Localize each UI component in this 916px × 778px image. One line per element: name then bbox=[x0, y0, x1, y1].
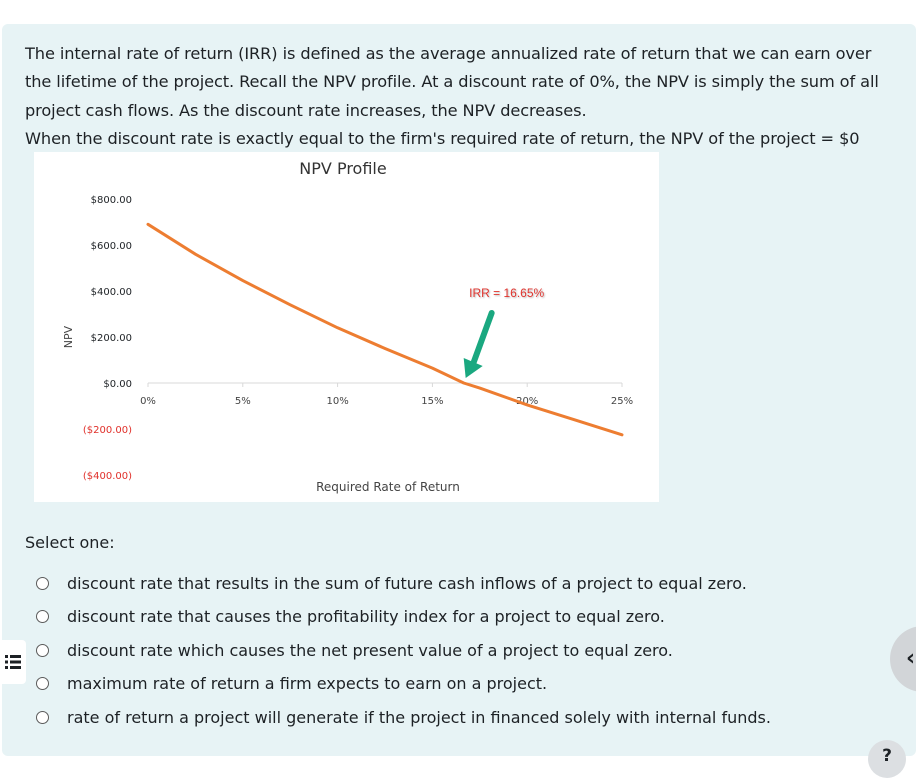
answer-option[interactable]: discount rate that results in the sum of… bbox=[36, 568, 856, 598]
npv-profile-chart: NPV Profile 0% 5% 10% 15% 20% 25% $800.00 $600.0… bbox=[34, 152, 659, 502]
help-button[interactable]: ? bbox=[868, 740, 906, 778]
answer-option[interactable]: rate of return a project will generate i… bbox=[36, 702, 856, 732]
chart-title: NPV Profile bbox=[299, 159, 386, 178]
radio-button[interactable] bbox=[36, 710, 49, 724]
radio-button[interactable] bbox=[36, 576, 49, 590]
radio-button[interactable] bbox=[36, 643, 49, 657]
x-axis-title: Required Rate of Return bbox=[316, 480, 460, 494]
y-tick-label: ($400.00) bbox=[83, 471, 132, 482]
x-tick-label: 20% bbox=[516, 396, 538, 407]
x-tick-label: 0% bbox=[140, 396, 156, 407]
answer-option-label: maximum rate of return a firm expects to… bbox=[67, 674, 548, 693]
menu-icon bbox=[5, 655, 21, 669]
x-tick-label: 15% bbox=[421, 396, 443, 407]
y-tick-label: $200.00 bbox=[91, 333, 132, 344]
y-axis-title: NPV bbox=[62, 325, 75, 348]
answer-option-label: discount rate that causes the profitabil… bbox=[67, 607, 665, 626]
radio-button[interactable] bbox=[36, 677, 49, 690]
y-tick-label: $800.00 bbox=[91, 195, 132, 206]
irr-annotation-label: IRR = 16.65% bbox=[469, 286, 544, 300]
x-tick-label: 10% bbox=[326, 396, 348, 407]
answer-option-label: discount rate which causes the net prese… bbox=[67, 640, 673, 660]
help-icon: ? bbox=[882, 746, 892, 766]
question-text: The internal rate of return (IRR) is def… bbox=[25, 40, 895, 154]
answer-option-label: rate of return a project will generate i… bbox=[67, 707, 771, 727]
y-tick-label: $600.00 bbox=[91, 241, 132, 252]
npv-series-line bbox=[146, 222, 624, 437]
x-tick-label: 25% bbox=[611, 396, 633, 407]
chart-svg: NPV Profile 0% 5% 10% 15% 20% 25% $800.00 $600.0… bbox=[62, 159, 633, 494]
question-paragraph-1: The internal rate of return (IRR) is def… bbox=[25, 44, 879, 120]
answer-option-label: discount rate that results in the sum of… bbox=[67, 573, 747, 593]
irr-arrow-head bbox=[463, 358, 483, 378]
irr-arrow-shaft bbox=[469, 310, 495, 368]
answer-option[interactable]: discount rate which causes the net prese… bbox=[36, 635, 856, 665]
radio-button[interactable] bbox=[36, 610, 49, 623]
select-one-prompt: Select one: bbox=[25, 533, 115, 552]
menu-toggle-button[interactable] bbox=[0, 640, 26, 684]
answer-option[interactable]: maximum rate of return a firm expects to… bbox=[36, 669, 856, 699]
question-paragraph-2: When the discount rate is exactly equal … bbox=[25, 129, 860, 149]
chevron-left-icon: ‹ bbox=[906, 646, 916, 671]
x-tick-label: 5% bbox=[235, 396, 251, 407]
y-tick-label: $0.00 bbox=[103, 379, 132, 390]
y-tick-label: ($200.00) bbox=[83, 425, 132, 436]
answer-option[interactable]: discount rate that causes the profitabil… bbox=[36, 602, 856, 632]
y-tick-label: $400.00 bbox=[91, 287, 132, 298]
